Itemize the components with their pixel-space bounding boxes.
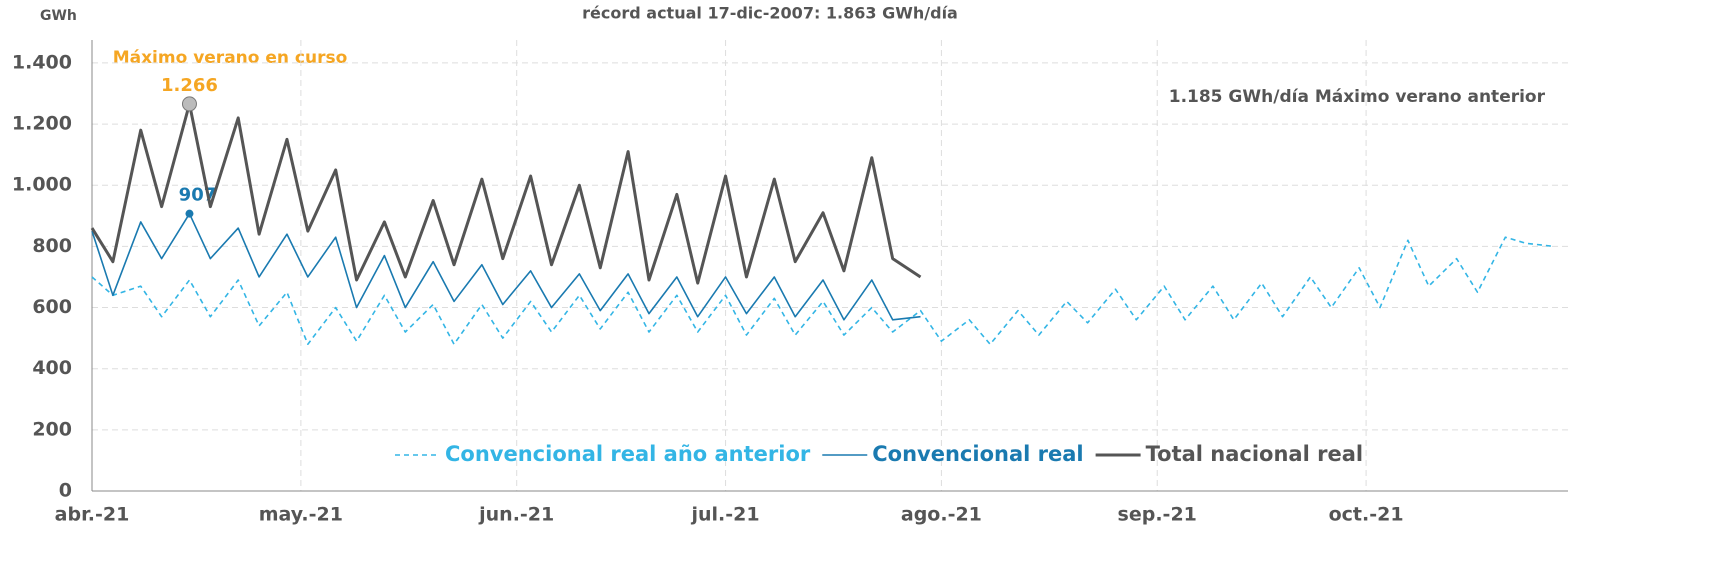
y-tick-label: 1.400 [12,51,72,73]
series-line [91,236,1555,346]
y-tick-label: 400 [32,357,72,379]
x-tick-label: sep.-21 [1118,504,1197,526]
chart-title: récord actual 17-dic-2007: 1.863 GWh/día [582,4,958,23]
x-tick-label: may.-21 [259,504,343,526]
point-marker [185,209,194,218]
annotation: Máximo verano en curso [113,48,348,68]
data-label: 1.266 [161,75,218,96]
y-axis-label: GWh [40,8,77,24]
point-marker [181,96,197,112]
x-tick-label: ago.-21 [901,504,982,526]
y-tick-label: 600 [32,296,72,318]
x-tick-label: oct.-21 [1329,504,1404,526]
y-tick-label: 200 [32,418,72,440]
legend-label: Convencional real año anterior [445,442,811,466]
x-tick-label: abr.-21 [55,504,130,526]
y-tick-label: 0 [59,480,72,502]
legend-label: Convencional real [872,442,1083,466]
series-line [90,102,922,285]
y-tick-label: 800 [32,235,72,257]
x-tick-label: jul.-21 [691,504,760,526]
y-tick-label: 1.200 [12,113,72,135]
annotation: 1.185 GWh/día Máximo verano anterior [1169,87,1546,107]
y-tick-label: 1.000 [12,174,72,196]
legend-label: Total nacional real [1146,442,1363,466]
series-line [91,212,921,321]
x-tick-label: jun.-21 [478,504,554,526]
